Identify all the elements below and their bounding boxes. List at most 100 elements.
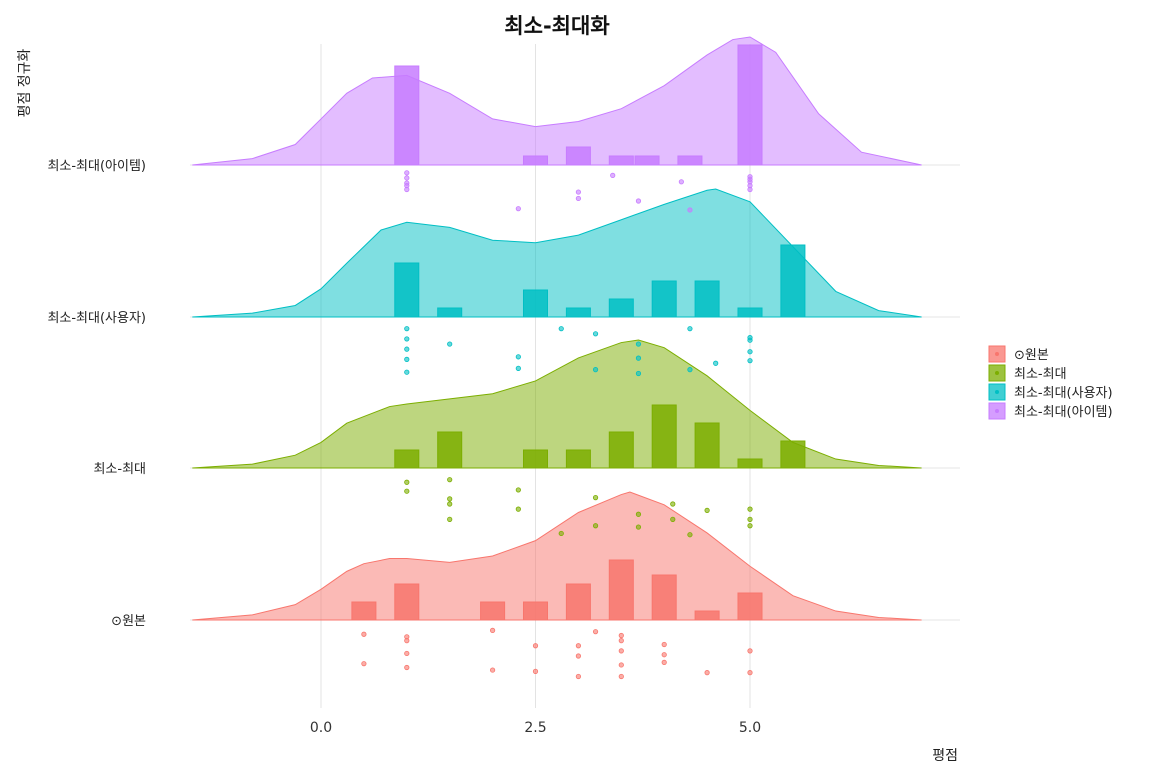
data-point bbox=[489, 627, 496, 634]
y-tick-label: ⊙원본 bbox=[111, 614, 146, 629]
data-point bbox=[635, 524, 642, 530]
chart-title: 최소-최대화 bbox=[504, 14, 610, 38]
data-point bbox=[592, 367, 599, 373]
data-point bbox=[404, 170, 410, 176]
data-point bbox=[404, 650, 410, 657]
data-point bbox=[447, 516, 453, 522]
data-point bbox=[747, 648, 753, 654]
legend-point-glyph bbox=[995, 409, 999, 413]
data-point bbox=[515, 506, 521, 512]
data-point bbox=[618, 632, 624, 639]
y-tick-labels: 최소-최대(아이템) 최소-최대(사용자) 최소-최대 ⊙원본 bbox=[47, 159, 146, 629]
data-point bbox=[747, 358, 753, 364]
data-point bbox=[447, 341, 453, 347]
density-area bbox=[192, 491, 922, 621]
data-point bbox=[592, 331, 599, 337]
data-point bbox=[678, 179, 684, 185]
data-point bbox=[404, 664, 410, 671]
jitter-points bbox=[361, 170, 753, 680]
data-point bbox=[618, 648, 624, 654]
data-point bbox=[404, 186, 410, 193]
data-point bbox=[747, 337, 753, 343]
data-point bbox=[361, 661, 367, 667]
data-point bbox=[532, 668, 539, 674]
data-point bbox=[635, 355, 642, 361]
y-tick-label: 최소-최대(사용자) bbox=[47, 311, 146, 326]
data-point bbox=[404, 326, 410, 332]
data-point bbox=[575, 643, 582, 649]
data-point bbox=[515, 487, 521, 493]
x-tick-labels: 0.0 2.5 5.0 bbox=[310, 720, 761, 736]
data-point bbox=[592, 629, 599, 635]
data-point bbox=[592, 523, 599, 529]
data-point bbox=[575, 673, 582, 680]
data-point bbox=[747, 670, 753, 676]
legend-label: 최소-최대 bbox=[1014, 367, 1067, 382]
ridge-2 bbox=[192, 188, 922, 318]
data-point bbox=[670, 516, 676, 522]
legend-point-glyph bbox=[995, 390, 999, 394]
data-point bbox=[704, 507, 710, 513]
data-point bbox=[558, 326, 564, 332]
data-point bbox=[635, 511, 642, 517]
data-point bbox=[610, 172, 616, 178]
legend-item: 최소-최대(사용자) bbox=[988, 383, 1113, 401]
data-point bbox=[687, 326, 693, 332]
legend-item: 최소-최대 bbox=[988, 364, 1067, 382]
y-axis-title: 평점 정규화 bbox=[17, 48, 33, 117]
data-point bbox=[404, 336, 410, 342]
data-point bbox=[575, 195, 582, 202]
data-point bbox=[447, 496, 453, 502]
y-tick-label: 최소-최대 bbox=[93, 462, 146, 477]
legend-item: ⊙원본 bbox=[988, 345, 1049, 363]
data-point bbox=[747, 516, 753, 522]
data-point bbox=[635, 341, 642, 347]
data-point bbox=[404, 488, 410, 494]
data-point bbox=[713, 360, 719, 366]
data-point bbox=[687, 532, 693, 538]
data-point bbox=[575, 653, 582, 659]
data-point bbox=[661, 659, 667, 666]
x-tick-label: 2.5 bbox=[524, 720, 546, 736]
ridges bbox=[192, 36, 922, 621]
data-point bbox=[618, 662, 624, 668]
x-tick-label: 5.0 bbox=[739, 720, 761, 736]
data-point bbox=[489, 667, 496, 673]
data-point bbox=[747, 349, 753, 355]
legend-label: 최소-최대(아이템) bbox=[1014, 405, 1113, 420]
legend-label: ⊙원본 bbox=[1014, 348, 1049, 363]
ridge-3 bbox=[192, 36, 922, 166]
data-point bbox=[532, 643, 539, 649]
data-point bbox=[592, 494, 599, 501]
data-point bbox=[404, 175, 410, 181]
data-point bbox=[687, 207, 693, 213]
data-point bbox=[661, 641, 667, 648]
density-area bbox=[192, 36, 922, 166]
legend-point-glyph bbox=[995, 371, 999, 375]
data-point bbox=[635, 198, 642, 204]
data-point bbox=[618, 638, 624, 644]
data-point bbox=[404, 479, 410, 485]
data-point bbox=[404, 369, 410, 375]
data-point bbox=[747, 523, 753, 529]
data-point bbox=[404, 634, 410, 640]
data-point bbox=[575, 189, 582, 195]
data-point bbox=[704, 670, 710, 676]
legend-point-glyph bbox=[995, 352, 999, 356]
data-point bbox=[747, 506, 753, 512]
ridge-0 bbox=[192, 491, 922, 621]
data-point bbox=[361, 631, 367, 637]
density-area bbox=[192, 188, 922, 318]
data-point bbox=[747, 186, 753, 193]
legend-label: 최소-최대(사용자) bbox=[1014, 386, 1113, 401]
density-area bbox=[192, 339, 922, 469]
data-point bbox=[515, 354, 521, 360]
ridge-1 bbox=[192, 339, 922, 469]
data-point bbox=[515, 365, 521, 371]
data-point bbox=[515, 206, 521, 212]
data-point bbox=[447, 501, 453, 507]
legend-item: 최소-최대(아이템) bbox=[988, 402, 1113, 420]
data-point bbox=[635, 370, 642, 377]
x-axis-title: 평점 bbox=[932, 748, 958, 764]
